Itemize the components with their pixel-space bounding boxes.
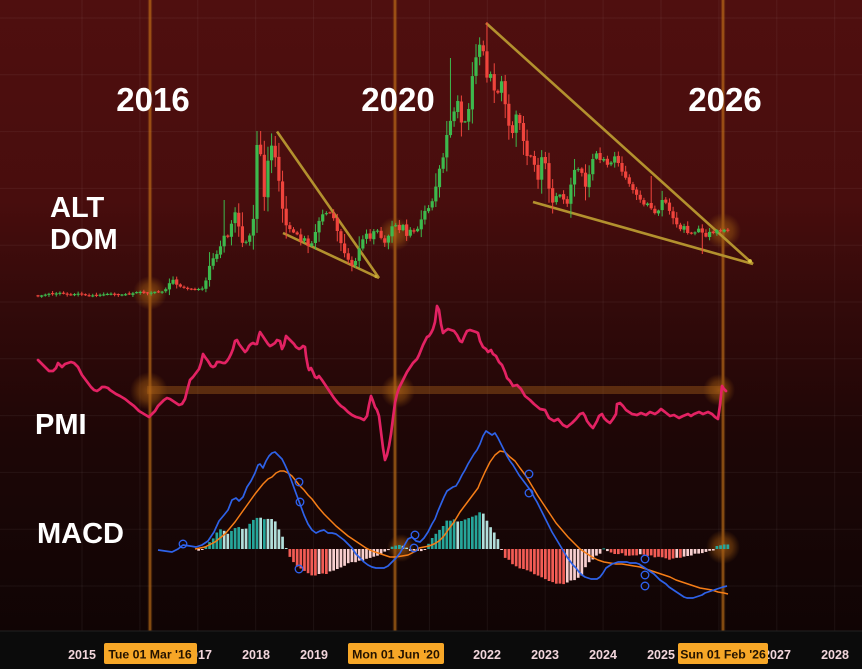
- svg-text:Sun 01 Feb '26: Sun 01 Feb '26: [680, 648, 766, 662]
- svg-text:2019: 2019: [300, 648, 328, 662]
- svg-text:2022: 2022: [473, 648, 501, 662]
- svg-text:DOM: DOM: [50, 224, 118, 256]
- svg-text:2027: 2027: [763, 648, 791, 662]
- svg-text:2025: 2025: [647, 648, 675, 662]
- svg-text:Mon 01 Jun '20: Mon 01 Jun '20: [352, 648, 440, 662]
- svg-text:2028: 2028: [821, 648, 849, 662]
- svg-text:PMI: PMI: [35, 409, 87, 441]
- svg-text:2018: 2018: [242, 648, 270, 662]
- svg-text:MACD: MACD: [37, 518, 124, 550]
- svg-text:2023: 2023: [531, 648, 559, 662]
- svg-text:2026: 2026: [688, 81, 761, 118]
- svg-text:2015: 2015: [68, 648, 96, 662]
- svg-text:ALT: ALT: [50, 192, 105, 224]
- svg-text:2016: 2016: [116, 81, 189, 118]
- svg-text:2024: 2024: [589, 648, 617, 662]
- svg-text:Tue 01 Mar '16: Tue 01 Mar '16: [108, 648, 192, 662]
- svg-text:2020: 2020: [361, 81, 434, 118]
